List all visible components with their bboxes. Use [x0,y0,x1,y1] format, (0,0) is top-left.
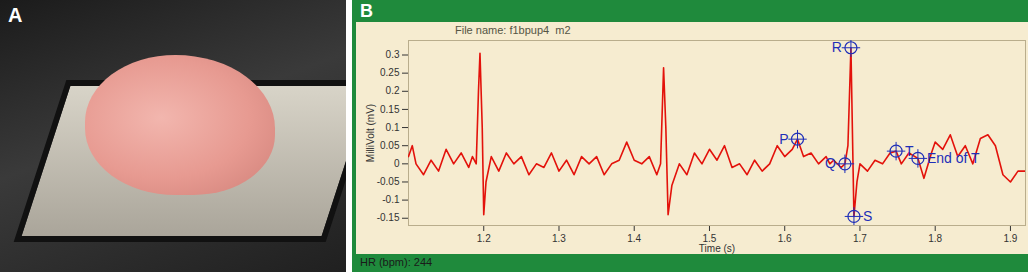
svg-text:0.15: 0.15 [380,104,400,115]
svg-text:T: T [905,143,914,159]
svg-text:1.7: 1.7 [853,233,867,244]
svg-text:0.3: 0.3 [386,49,400,60]
svg-text:0.05: 0.05 [380,140,400,151]
svg-text:1.5: 1.5 [702,232,717,244]
svg-text:0.1: 0.1 [386,122,400,133]
svg-text:1.2: 1.2 [477,233,491,244]
html-text:File name: f1bpup4 m2: File name: f1bpup4 m2 [455,24,571,36]
svg-text:1.4: 1.4 [627,233,641,244]
svg-text:0.2: 0.2 [386,85,400,96]
html-text:A: A [8,4,23,26]
svg-text:1.3: 1.3 [552,233,566,244]
svg-text:Q: Q [825,155,836,171]
svg-text:S: S [863,208,872,224]
svg-text:0.25: 0.25 [380,67,400,78]
svg-text:-0.1: -0.1 [382,194,400,205]
svg-text:R: R [832,39,842,55]
svg-text:-0.15: -0.15 [377,212,400,223]
svg-text:1.8: 1.8 [928,233,942,244]
svg-text:End of T: End of T [927,150,980,166]
svg-text:-0.05: -0.05 [377,176,400,187]
svg-text:P: P [779,131,788,147]
html-text:B: B [360,1,373,21]
svg-text:MilliVolt (mV): MilliVolt (mV) [365,104,376,162]
svg-text:0: 0 [394,158,400,169]
svg-text:1.6: 1.6 [778,233,792,244]
svg-text:1.9: 1.9 [1003,233,1017,244]
svg-text:Time (s): Time (s) [699,243,735,254]
html-text:HR (bpm): 244: HR (bpm): 244 [360,256,433,268]
